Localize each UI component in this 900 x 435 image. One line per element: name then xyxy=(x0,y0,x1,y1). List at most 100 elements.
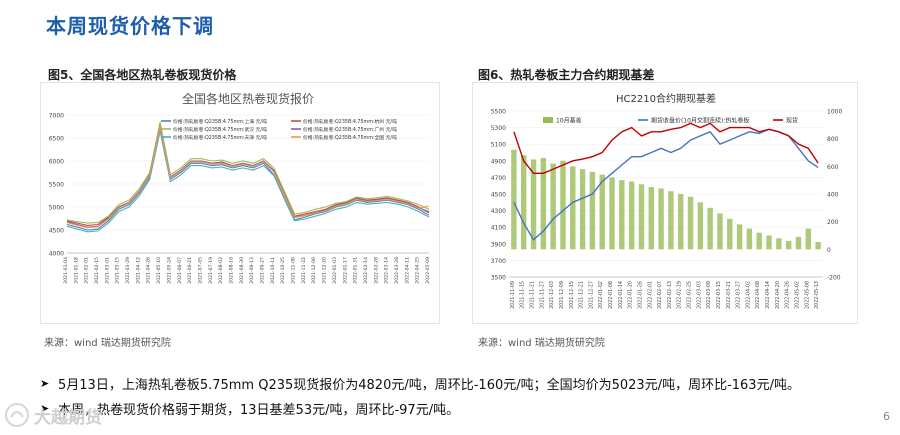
x-tick-label: 2021-07-05 xyxy=(197,257,203,284)
x-tick-label: 2021-08-02 xyxy=(218,257,224,284)
y-tick-label-left: 4500 xyxy=(491,192,506,199)
series-line xyxy=(66,125,430,229)
y-tick-label-left: 4900 xyxy=(491,158,506,165)
x-tick-label: 2022-05-08 xyxy=(804,281,810,309)
y-tick-label: 6500 xyxy=(49,136,64,143)
legend-label: 期货收盘价(10月交割连续):热轧卷板 xyxy=(651,117,749,125)
x-tick-label: 2022-01-02 xyxy=(598,281,604,309)
series-line xyxy=(513,128,819,241)
basis-bar xyxy=(579,169,586,250)
x-tick-label: 2021-08-16 xyxy=(228,257,234,284)
x-tick-label: 2022-03-14 xyxy=(384,257,390,284)
y-tick-label: 4000 xyxy=(49,251,64,258)
x-tick-label: 2022-01-14 xyxy=(618,281,624,309)
x-tick-label: 2022-03-27 xyxy=(736,281,742,309)
y-tick-label: 5500 xyxy=(49,182,64,189)
basis-bar xyxy=(795,236,802,250)
y-tick-label-right: 1000 xyxy=(827,109,842,116)
y-tick-label-right: -200 xyxy=(827,275,841,282)
x-tick-label: 2022-03-28 xyxy=(394,257,400,284)
x-tick-label: 2021-12-15 xyxy=(569,281,575,309)
legend-label: 价格:热轧板卷:Q235B:4.75mm:天津 元/吨 xyxy=(173,134,267,141)
x-tick-label: 2021-11-22 xyxy=(301,257,307,284)
legend-label: 10月基差 xyxy=(556,117,582,125)
x-tick-label: 2022-01-17 xyxy=(342,257,348,284)
x-tick-label: 2021-02-01 xyxy=(84,257,90,284)
basis-bar xyxy=(678,194,684,250)
basis-bar xyxy=(599,174,605,250)
basis-bar xyxy=(589,171,596,250)
x-tick-label: 2021-11-15 xyxy=(520,281,526,309)
x-tick-label: 2022-02-28 xyxy=(373,257,379,284)
legend-label: 价格:热轧板卷:Q235B:4.75mm:上海 元/吨 xyxy=(173,118,267,125)
page-number: 6 xyxy=(883,410,890,423)
y-tick-label: 7000 xyxy=(49,113,64,120)
x-tick-label: 2022-01-26 xyxy=(637,281,643,309)
basis-bar xyxy=(530,159,537,250)
slide-title: 本周现货价格下调 xyxy=(46,14,214,38)
x-tick-label: 2021-11-09 xyxy=(510,281,516,309)
x-tick-label: 2021-07-19 xyxy=(208,257,214,284)
x-tick-label: 2021-05-10 xyxy=(156,257,162,284)
basis-bar xyxy=(736,224,743,250)
y-tick-label-left: 4300 xyxy=(491,208,506,215)
watermark-text: 大越期货 xyxy=(34,407,102,428)
x-tick-label: 2021-01-18 xyxy=(73,257,79,284)
basis-bar xyxy=(785,241,792,250)
basis-bar xyxy=(805,228,811,250)
y-tick-label-right: 600 xyxy=(827,164,839,171)
legend-label: 价格:热轧板卷:Q235B:4.75mm:武汉 元/吨 xyxy=(173,126,267,133)
y-tick-label-left: 4700 xyxy=(491,175,506,182)
y-tick-label-right: 400 xyxy=(827,192,839,199)
x-tick-label: 2022-02-07 xyxy=(657,281,663,309)
bullet-arrow-icon: ➤ xyxy=(40,402,50,415)
x-tick-label: 2021-10-25 xyxy=(280,257,286,284)
x-tick-label: 2021-02-15 xyxy=(94,257,100,284)
x-tick-label: 2021-04-26 xyxy=(146,257,152,284)
basis-bar xyxy=(540,158,547,250)
y-tick-label-right: 200 xyxy=(827,219,839,226)
x-tick-label: 2021-12-20 xyxy=(322,257,328,284)
basis-bar xyxy=(697,202,704,250)
spot-price-chart: 全国各地区热卷现货报价 4000 4500 5000 5500 6000 6500 7000 2… xyxy=(49,91,431,284)
x-tick-label: 2021-09-27 xyxy=(260,257,266,284)
y-tick-label-left: 3700 xyxy=(491,258,506,265)
series-line xyxy=(513,122,819,175)
x-tick-label: 2021-12-21 xyxy=(579,281,585,309)
y-tick-label-left: 3900 xyxy=(491,241,506,248)
y-tick-label-left: 5500 xyxy=(491,109,506,116)
basis-bar xyxy=(609,177,615,250)
basis-bar xyxy=(570,166,576,250)
basis-bar xyxy=(776,238,782,250)
x-tick-label: 2022-03-03 xyxy=(696,281,702,309)
watermark: 大越期货 xyxy=(4,402,102,428)
x-tick-label: 2022-04-20 xyxy=(775,281,781,309)
basis-bar xyxy=(707,207,713,250)
x-tick-label: 2021-11-08 xyxy=(291,257,297,284)
basis-bar xyxy=(746,228,753,250)
series-line xyxy=(66,126,430,228)
legend-label: 价格:热轧板卷:Q235B:4.75mm:广州 元/吨 xyxy=(303,126,397,133)
basis-bar xyxy=(628,181,635,250)
series-line xyxy=(66,130,430,233)
bullet-text: 本周，热卷现货价格弱于期货，13日基差53元/吨，周环比-97元/吨。 xyxy=(58,403,460,418)
x-tick-label: 2022-04-02 xyxy=(745,281,751,309)
x-tick-label: 2021-11-21 xyxy=(530,281,536,309)
x-tick-label: 2021-12-09 xyxy=(559,281,565,309)
left-chart-caption: 图5、全国各地区热轧卷板现货价格 xyxy=(48,68,237,82)
x-tick-label: 2022-03-09 xyxy=(706,281,712,309)
x-tick-label: 2022-02-19 xyxy=(677,281,683,309)
x-tick-label: 2022-03-15 xyxy=(716,281,722,309)
right-chart-caption: 图6、热轧卷板主力合约期现基差 xyxy=(478,68,655,82)
x-tick-label: 2021-05-24 xyxy=(166,257,172,284)
y-tick-label-left: 5100 xyxy=(491,142,506,149)
basis-bar xyxy=(511,149,517,250)
x-tick-label: 2022-04-25 xyxy=(415,257,421,284)
x-tick-label: 2021-12-03 xyxy=(549,281,555,309)
chart-title: 全国各地区热卷现货报价 xyxy=(182,91,314,106)
series-line xyxy=(66,128,430,231)
x-tick-label: 2021-04-12 xyxy=(135,257,141,284)
right-chart-source: 来源：wind 瑞达期货研究院 xyxy=(478,338,605,349)
legend-label: 现货 xyxy=(786,117,798,125)
x-tick-label: 2021-08-30 xyxy=(239,257,245,284)
